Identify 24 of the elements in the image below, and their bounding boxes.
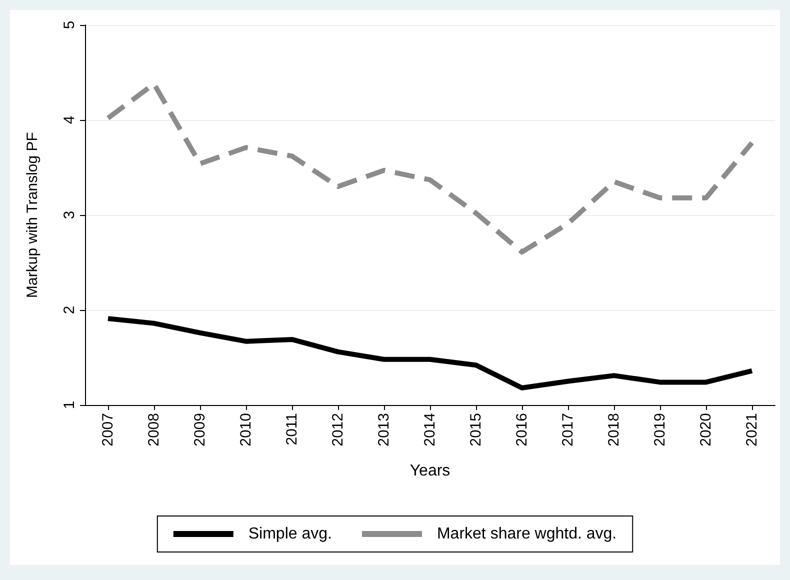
- x-tick-label: 2011: [284, 413, 300, 446]
- x-tick-label: 2012: [330, 413, 346, 446]
- y-tick-label: 3: [61, 210, 78, 220]
- y-tick-label: 5: [61, 20, 78, 30]
- y-tick-label: 4: [61, 116, 78, 124]
- x-tick-label: 2019: [652, 413, 668, 446]
- x-tick-label: 2021: [744, 413, 760, 446]
- x-tick-label: 2018: [606, 413, 622, 446]
- x-tick-label: 2020: [698, 413, 714, 446]
- x-tick-label: 2014: [422, 413, 438, 446]
- legend-label: Simple avg.: [248, 526, 332, 542]
- legend-label: Market share wghtd. avg.: [436, 526, 617, 542]
- x-tick-label: 2016: [514, 413, 530, 446]
- x-tick-label: 2013: [376, 413, 392, 446]
- x-tick-label: 2010: [238, 413, 254, 446]
- x-tick-label: 2007: [100, 413, 116, 446]
- x-tick-label: 2015: [468, 413, 484, 446]
- y-tick-label: 1: [61, 400, 78, 410]
- y-axis-title: Markup with Translog PF: [24, 132, 41, 298]
- x-tick-label: 2017: [560, 413, 576, 446]
- x-tick-label: 2008: [146, 413, 162, 446]
- x-axis-title: Years: [410, 462, 450, 480]
- x-tick-label: 2009: [192, 413, 208, 446]
- y-tick-label: 2: [61, 306, 78, 314]
